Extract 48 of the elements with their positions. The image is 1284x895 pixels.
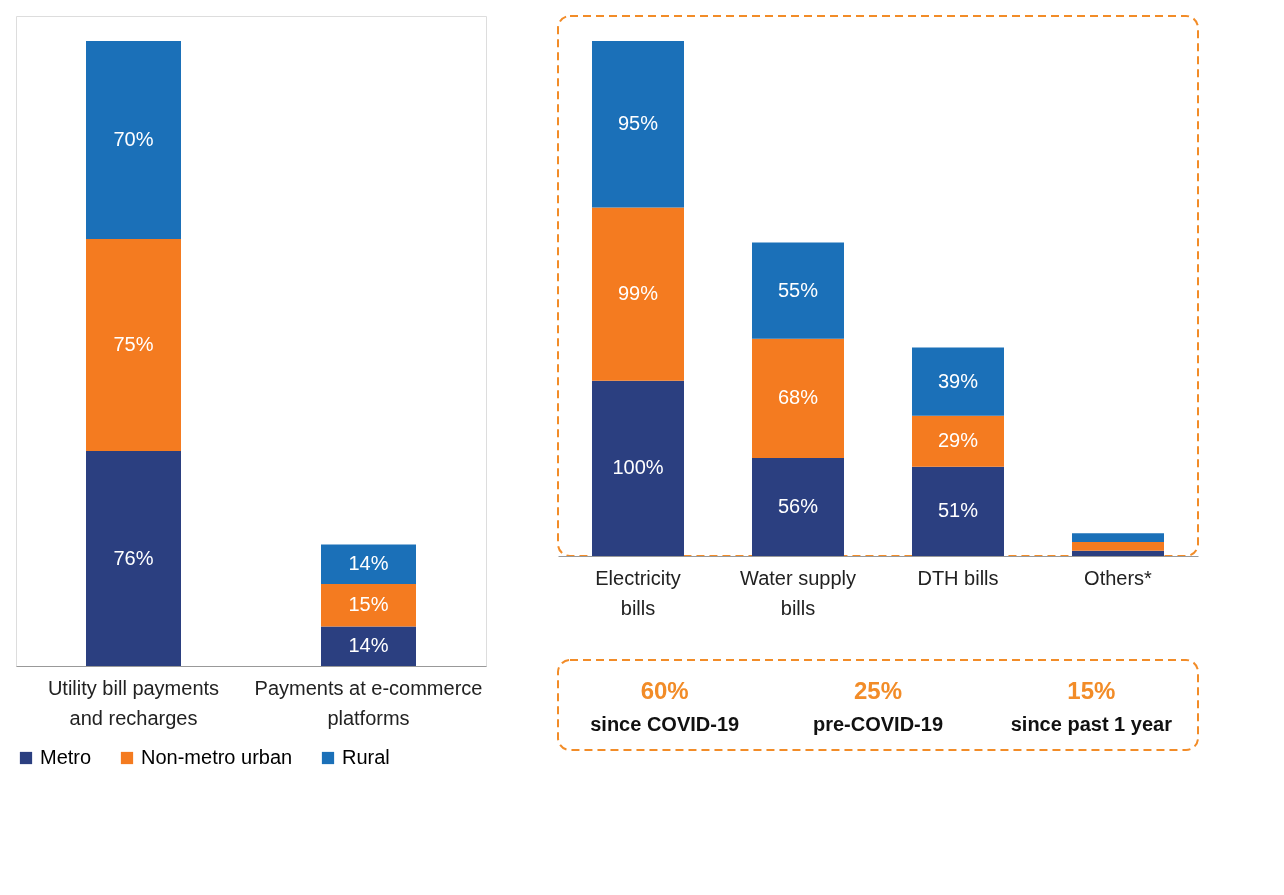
bar [86,238,181,452]
data-label: 56% [777,494,819,517]
text: since past 1 year [1010,712,1173,735]
legend-label: Rural [342,746,390,768]
bar [86,451,181,666]
data-label: 14% [348,552,389,575]
text: 15% [1067,676,1116,704]
data-label: 68% [777,386,819,409]
bar [321,544,416,584]
data-label: 55% [777,278,819,301]
bar [752,242,844,339]
data-label: 75% [113,333,154,356]
bar [912,415,1004,467]
bar [1072,533,1164,542]
x-tick-label: Others* [1084,566,1153,589]
bar [321,583,416,627]
x-tick-label: Payments at e-commerce platforms [254,676,483,729]
data-label: 76% [113,546,154,569]
bar [592,41,684,208]
data-label: 99% [617,282,659,305]
data-label: 95% [617,112,659,135]
bar [86,41,181,239]
data-label: 15% [348,593,389,616]
text: 60% [640,676,689,704]
data-label: 100% [612,456,664,479]
bar [1072,550,1164,556]
data-label: 70% [113,127,154,150]
data-label: 51% [937,499,979,522]
legend-label: Non-metro urban [141,746,293,768]
x-tick-label: DTH bills [917,566,999,589]
text: 25% [853,676,903,704]
x-tick-label: Water supply bills [740,566,856,619]
legend-label: Metro [40,746,92,768]
bar [752,338,844,458]
data-label: 14% [348,634,389,657]
bar [592,207,684,381]
data-label: 39% [937,369,979,392]
x-tick-label: Utility bill payments and recharges [47,676,220,729]
bar [912,466,1004,556]
bar [321,626,416,666]
data-label: 29% [937,429,979,452]
text: since COVID-19 [590,712,740,735]
x-tick-label: Electricity bills [595,566,681,619]
text: pre-COVID-19 [812,712,944,735]
bar [1072,541,1164,551]
bar [912,347,1004,416]
bar [592,380,684,556]
bar [752,457,844,556]
